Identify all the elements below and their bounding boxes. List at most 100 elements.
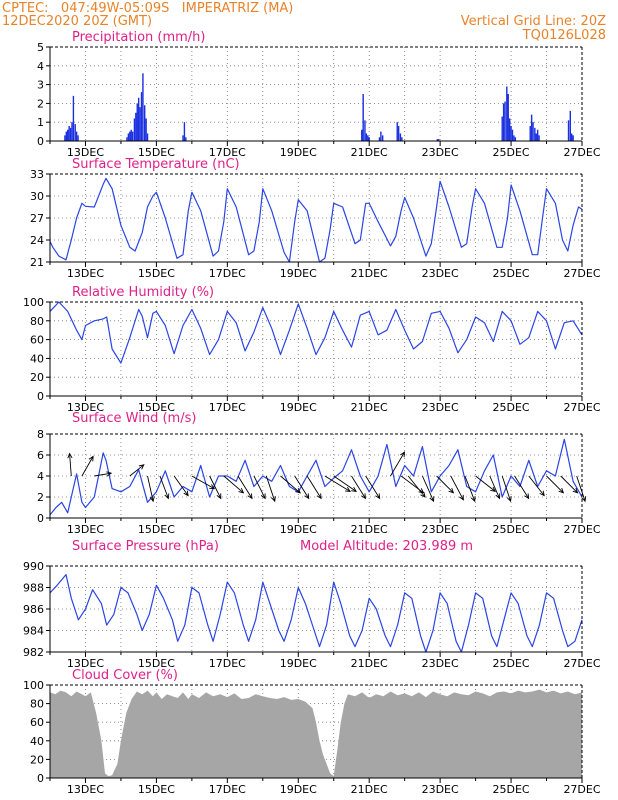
precip-bar xyxy=(532,122,534,141)
wind-arrow xyxy=(351,475,367,500)
wind-arrow-head xyxy=(495,493,501,500)
precip-bar xyxy=(137,97,140,141)
precip-bar xyxy=(182,135,184,141)
y-tick-label: 6 xyxy=(37,449,44,462)
model-run-time-label: 12DEC2020 20Z (GMT) xyxy=(2,14,153,29)
x-tick-label: 15DEC xyxy=(138,401,175,414)
precip-bar xyxy=(569,110,571,141)
x-tick-label: 23DEC xyxy=(422,267,459,280)
wind-arrow-head xyxy=(247,493,253,500)
y-tick-label: 984 xyxy=(23,625,44,638)
wind-arrow-shaft xyxy=(147,475,154,502)
precip-bar xyxy=(436,139,438,141)
x-tick-label: 23DEC xyxy=(422,523,459,536)
wind-arrow xyxy=(306,475,322,500)
x-tick-label: 13DEC xyxy=(67,523,104,536)
precip-bar xyxy=(401,137,403,141)
precip-bar xyxy=(74,124,76,141)
x-tick-label: 25DEC xyxy=(493,401,530,414)
wind-arrow xyxy=(576,475,587,503)
precip-bar xyxy=(511,129,514,141)
y-tick-label: 40 xyxy=(30,352,44,365)
precip-bar xyxy=(133,118,136,141)
y-tick-label: 24 xyxy=(30,234,44,247)
wind-arrow-shaft xyxy=(576,475,586,502)
precip-bar xyxy=(501,116,503,141)
panel-wind: 13DEC 15DEC 17DEC 19DEC 21DEC 23DEC 25DEC 27DEC… xyxy=(37,411,601,536)
precip-bar xyxy=(71,122,73,141)
x-tick-label: 15DEC xyxy=(138,267,175,280)
y-tick-label: 8 xyxy=(37,428,44,441)
wind-arrow-head xyxy=(360,493,367,500)
x-tick-label: 13DEC xyxy=(67,267,104,280)
wind-arrow xyxy=(450,475,464,501)
wind-arrow-head xyxy=(216,493,222,500)
x-tick-label: 23DEC xyxy=(422,783,459,796)
wind-arrow-head xyxy=(149,496,155,503)
wind-arrow-head xyxy=(581,496,587,503)
x-tick-label: 13DEC xyxy=(67,783,104,796)
series-line-temperature xyxy=(49,177,583,263)
precip-bar xyxy=(368,137,370,141)
y-tick-label: 2 xyxy=(37,491,44,504)
x-tick-label: 15DEC xyxy=(138,523,175,536)
wind-arrow-shaft xyxy=(94,472,112,477)
precip-bar xyxy=(361,129,363,141)
wind-arrow-shaft xyxy=(223,475,244,494)
wind-arrow-head xyxy=(506,496,512,503)
y-tick-label: 27 xyxy=(30,212,44,225)
precip-bar xyxy=(129,131,131,141)
wind-arrow xyxy=(253,475,266,500)
vertical-grid-note: Vertical Grid Line: 20Z xyxy=(460,14,606,29)
precip-bar xyxy=(136,103,138,141)
wind-arrow-head xyxy=(209,484,216,490)
precip-bar xyxy=(378,137,381,141)
precip-bar xyxy=(535,133,537,141)
precip-bar xyxy=(502,103,505,141)
precip-bar xyxy=(68,125,70,141)
wind-arrow-head xyxy=(429,496,435,503)
y-tick-label: 21 xyxy=(30,256,44,269)
y-tick-label: 0 xyxy=(37,772,44,785)
panel-subtitle-pressure: Model Altitude: 203.989 m xyxy=(300,539,473,554)
y-tick-label: 100 xyxy=(23,296,44,309)
y-tick-label: 20 xyxy=(30,753,44,766)
x-tick-label: 19DEC xyxy=(280,783,317,796)
wind-arrow xyxy=(546,475,565,494)
wind-arrow-shaft xyxy=(294,475,310,499)
wind-arrow xyxy=(129,464,145,477)
x-tick-label: 19DEC xyxy=(280,657,317,670)
wind-arrow xyxy=(560,475,579,494)
wind-arrow-shaft xyxy=(501,475,512,502)
y-tick-label: 0 xyxy=(37,390,44,403)
y-tick-label: 3 xyxy=(37,79,44,92)
wind-arrow-shaft xyxy=(351,475,366,499)
x-tick-label: 15DEC xyxy=(138,146,175,159)
precip-bar xyxy=(571,133,573,141)
y-tick-label: 2 xyxy=(37,97,44,110)
wind-arrow-head xyxy=(238,488,245,494)
wind-arrow-shaft xyxy=(81,456,94,477)
wind-arrow-head xyxy=(470,496,476,503)
panel-temperature: 13DEC 15DEC 17DEC 19DEC 21DEC 23DEC 25DEC 27DEC… xyxy=(30,157,601,280)
precip-bar xyxy=(139,107,141,141)
wind-arrow-head xyxy=(459,494,464,501)
wind-arrow-head xyxy=(183,490,189,497)
wind-arrow-head xyxy=(351,486,357,492)
precip-bar xyxy=(77,135,79,141)
y-tick-label: 80 xyxy=(30,315,44,328)
wind-arrow xyxy=(94,471,113,477)
panel-cloud-cover: 13DEC 15DEC 17DEC 19DEC 21DEC 23DEC 25DEC 27DEC… xyxy=(23,668,601,796)
wind-arrow-shaft xyxy=(333,475,357,492)
y-tick-label: 1 xyxy=(37,116,44,129)
x-tick-label: 17DEC xyxy=(209,783,246,796)
x-tick-label: 17DEC xyxy=(209,146,246,159)
wind-arrow-head xyxy=(138,464,145,470)
precip-bar xyxy=(364,120,366,141)
wind-arrow-shaft xyxy=(390,451,405,477)
precip-bar xyxy=(507,94,509,141)
precip-bar xyxy=(130,129,132,141)
precip-bar xyxy=(367,135,369,141)
precip-bar xyxy=(64,135,66,141)
